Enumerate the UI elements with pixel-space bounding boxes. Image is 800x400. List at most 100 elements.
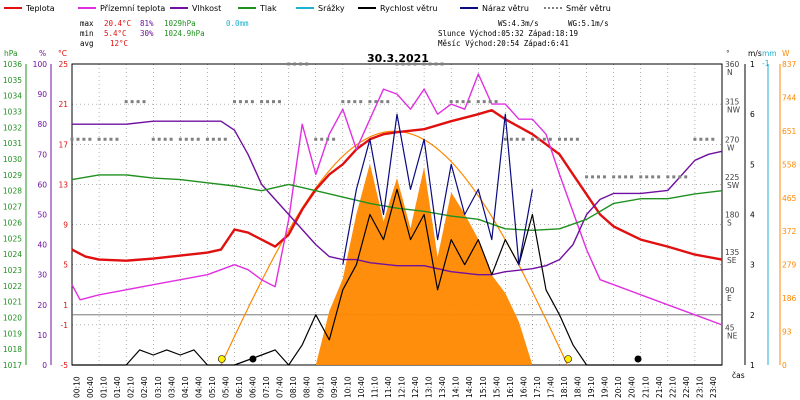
wind-direction-point <box>103 137 107 141</box>
mm-top-label: -1 <box>762 59 770 68</box>
x-tick-label: 07:10 <box>262 376 271 398</box>
wind-direction-point <box>624 175 628 179</box>
hpa-tick-label: 1035 <box>3 76 22 85</box>
wind-direction-point <box>639 175 643 179</box>
stat-min-press: 1024.9hPa <box>164 29 205 38</box>
x-tick-label: 11:10 <box>370 376 379 398</box>
wind-direction-point <box>645 175 649 179</box>
wind-direction-point <box>488 100 492 104</box>
dir-name-label: NE <box>727 331 738 340</box>
stat-max-press: 1029hPa <box>164 19 196 28</box>
legend: Teplota Přízemní teplota Vlhkost Tlak Sr… <box>4 4 611 13</box>
x-tick-label: 14:40 <box>465 376 474 398</box>
x-tick-label: 22:10 <box>668 376 677 398</box>
x-tick-label: 11:40 <box>384 376 393 398</box>
series-line-vlhkost <box>72 120 723 276</box>
x-tick-label: 19:10 <box>587 376 596 398</box>
ms-tick-label: 3 <box>750 261 755 270</box>
x-tick-label: 09:40 <box>330 376 339 398</box>
x-tick-label: 20:10 <box>614 376 623 398</box>
wind-direction-point <box>359 100 363 104</box>
dir-unit-label: ° <box>726 49 730 58</box>
wind-direction-point <box>305 62 309 66</box>
wind-direction-point <box>422 62 426 66</box>
degc-tick-label: 13 <box>58 180 68 189</box>
degc-tick-label: 21 <box>58 100 68 109</box>
degc-tick-label: 1 <box>63 301 68 310</box>
w-tick-label: 744 <box>782 93 797 102</box>
x-tick-label: 07:40 <box>276 376 285 398</box>
wind-direction-point <box>672 175 676 179</box>
wind-direction-point <box>272 100 275 104</box>
dir-tick-label: 135 <box>725 248 740 257</box>
x-tick-label: 09:10 <box>316 376 325 398</box>
ms-tick-label: 2 <box>750 311 755 320</box>
series-line-tlak <box>71 174 723 232</box>
x-tick-label: 10:10 <box>343 376 352 398</box>
x-tick-label: 21:40 <box>655 376 664 398</box>
hpa-tick-label: 1036 <box>3 60 22 69</box>
pct-tick-label: 80 <box>37 120 47 129</box>
wind-direction-point <box>178 137 182 141</box>
pct-tick-label: 100 <box>33 60 48 69</box>
series-line-rychlost-v-tru <box>72 188 722 366</box>
time-axis-label: čas <box>732 371 745 380</box>
x-tick-label: 05:40 <box>221 376 230 398</box>
pct-tick-label: 20 <box>37 301 47 310</box>
wind-direction-point <box>678 175 682 179</box>
stat-max-hum: 81% <box>140 19 154 28</box>
pct-tick-label: 10 <box>37 331 47 340</box>
ms-tick-label: 6 <box>750 110 755 119</box>
stat-max-label: max <box>80 19 94 28</box>
hpa-tick-label: 1030 <box>3 155 22 164</box>
wind-direction-point <box>602 175 606 179</box>
pct-tick-label: 50 <box>37 211 47 220</box>
x-tick-label: 02:40 <box>140 376 149 398</box>
wind-direction-point <box>558 137 561 141</box>
stat-avg-label: avg <box>80 39 94 48</box>
wind-direction-point <box>449 100 453 104</box>
wind-direction-point <box>374 100 378 104</box>
wind-direction-point <box>509 137 513 141</box>
pct-tick-label: 40 <box>37 241 47 250</box>
wind-direction-point <box>693 137 697 141</box>
wind-direction-point <box>386 100 390 104</box>
x-tick-label: 16:40 <box>519 376 528 398</box>
hpa-tick-label: 1034 <box>3 92 22 101</box>
stat-max-temp: 20.4°C <box>104 19 131 28</box>
hpa-tick-label: 1019 <box>3 329 22 338</box>
x-tick-label: 05:10 <box>208 376 217 398</box>
wind-direction-point <box>368 100 372 104</box>
wind-direction-point <box>184 137 188 141</box>
hpa-tick-label: 1023 <box>3 266 22 275</box>
dir-name-label: SE <box>727 256 737 265</box>
x-tick-label: 17:40 <box>546 376 555 398</box>
pct-tick-label: 60 <box>37 180 47 189</box>
w-tick-label: 465 <box>782 194 797 203</box>
hpa-tick-label: 1022 <box>3 282 22 291</box>
wind-direction-point <box>211 137 215 141</box>
wind-direction-point <box>597 175 600 179</box>
dir-name-label: W <box>727 143 735 152</box>
wind-direction-point <box>115 137 119 141</box>
wind-direction-point <box>407 62 411 66</box>
hpa-tick-label: 1033 <box>3 108 22 117</box>
wind-direction-point <box>169 137 173 141</box>
stat-min-hum: 30% <box>140 29 154 38</box>
wind-direction-point <box>97 137 101 141</box>
wind-direction-point <box>76 137 80 141</box>
wind-direction-point <box>332 137 336 141</box>
wind-direction-point <box>563 137 567 141</box>
wind-direction-point <box>277 100 281 104</box>
dir-tick-label: 270 <box>725 135 740 144</box>
moonset-marker <box>249 355 257 363</box>
w-tick-label: 0 <box>782 361 787 370</box>
wind-direction-point <box>299 62 303 66</box>
wind-direction-point <box>548 137 552 141</box>
degc-tick-label: -1 <box>61 321 69 330</box>
wind-direction-point <box>711 137 715 141</box>
dir-name-label: S <box>727 219 732 228</box>
axis-layer: 1036103510341033103210311030102910281027… <box>3 59 797 398</box>
